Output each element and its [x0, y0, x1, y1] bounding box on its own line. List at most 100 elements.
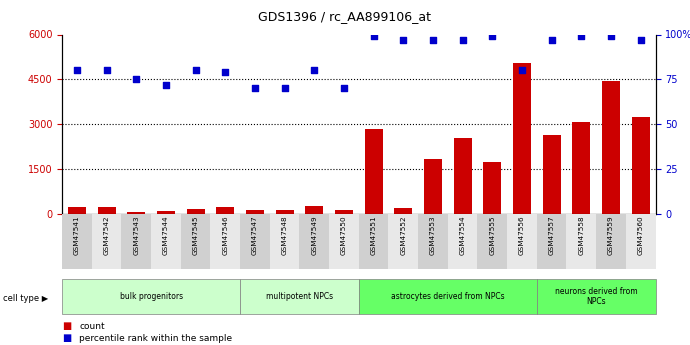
FancyBboxPatch shape [329, 214, 359, 269]
Text: GSM47557: GSM47557 [549, 216, 555, 255]
FancyBboxPatch shape [537, 279, 656, 314]
Bar [602, 81, 620, 214]
Text: GSM47549: GSM47549 [310, 216, 319, 258]
Text: astrocytes derived from NPCs: astrocytes derived from NPCs [391, 292, 504, 301]
Bar [543, 135, 560, 214]
FancyBboxPatch shape [62, 279, 240, 314]
FancyBboxPatch shape [240, 214, 270, 269]
Text: GSM47545: GSM47545 [191, 216, 200, 258]
Text: GSM47556: GSM47556 [519, 216, 525, 255]
FancyBboxPatch shape [596, 214, 626, 269]
Point [546, 37, 558, 43]
Text: GSM47556: GSM47556 [518, 216, 526, 258]
Text: GSM47553: GSM47553 [430, 216, 436, 255]
Bar [246, 210, 264, 214]
FancyBboxPatch shape [388, 214, 418, 269]
Text: GSM47547: GSM47547 [252, 216, 258, 255]
Bar [513, 63, 531, 214]
Point [428, 37, 439, 43]
Point [606, 33, 617, 39]
Text: GSM47548: GSM47548 [280, 216, 289, 258]
Point [397, 37, 408, 43]
Text: cell type ▶: cell type ▶ [3, 294, 49, 303]
FancyBboxPatch shape [62, 214, 92, 269]
Bar [424, 159, 442, 214]
Text: count: count [79, 322, 105, 331]
Text: GSM47558: GSM47558 [578, 216, 584, 255]
Bar [217, 207, 234, 214]
Text: GSM47544: GSM47544 [163, 216, 169, 255]
Point [220, 69, 231, 75]
Bar [484, 161, 501, 214]
FancyBboxPatch shape [477, 214, 507, 269]
Bar [187, 208, 204, 214]
FancyBboxPatch shape [626, 214, 656, 269]
Text: GSM47544: GSM47544 [161, 216, 170, 258]
Point [309, 68, 320, 73]
Bar [395, 208, 412, 214]
FancyBboxPatch shape [418, 214, 448, 269]
FancyBboxPatch shape [448, 214, 477, 269]
Point [101, 68, 112, 73]
Text: GSM47548: GSM47548 [282, 216, 288, 255]
Text: GSM47558: GSM47558 [577, 216, 586, 258]
Text: GSM47554: GSM47554 [460, 216, 466, 255]
Point [575, 33, 586, 39]
FancyBboxPatch shape [210, 214, 240, 269]
Bar [98, 207, 115, 214]
FancyBboxPatch shape [566, 214, 596, 269]
Text: GSM47547: GSM47547 [250, 216, 259, 258]
FancyBboxPatch shape [359, 279, 537, 314]
Bar [365, 129, 382, 214]
Bar [632, 117, 649, 214]
Text: bulk progenitors: bulk progenitors [119, 292, 183, 301]
Bar [454, 138, 471, 214]
Text: GSM47550: GSM47550 [339, 216, 348, 258]
Text: multipotent NPCs: multipotent NPCs [266, 292, 333, 301]
FancyBboxPatch shape [270, 214, 299, 269]
Point [279, 86, 290, 91]
Text: GSM47543: GSM47543 [133, 216, 139, 255]
Bar [573, 122, 590, 214]
FancyBboxPatch shape [359, 214, 388, 269]
FancyBboxPatch shape [299, 214, 329, 269]
Text: GSM47542: GSM47542 [104, 216, 110, 255]
FancyBboxPatch shape [240, 279, 359, 314]
Text: GSM47557: GSM47557 [547, 216, 556, 258]
Text: GSM47551: GSM47551 [369, 216, 378, 258]
Point [72, 68, 83, 73]
Bar [68, 207, 86, 214]
Text: GSM47543: GSM47543 [132, 216, 141, 258]
Text: GSM47542: GSM47542 [102, 216, 111, 258]
Text: GSM47555: GSM47555 [489, 216, 495, 255]
Text: GDS1396 / rc_AA899106_at: GDS1396 / rc_AA899106_at [259, 10, 431, 23]
Text: GSM47559: GSM47559 [608, 216, 614, 255]
Text: GSM47560: GSM47560 [636, 216, 645, 258]
Text: GSM47559: GSM47559 [607, 216, 615, 258]
FancyBboxPatch shape [507, 214, 537, 269]
Bar [306, 206, 323, 214]
FancyBboxPatch shape [537, 214, 566, 269]
Point [250, 86, 261, 91]
Bar [276, 210, 293, 214]
Point [131, 77, 142, 82]
Text: ■: ■ [62, 333, 71, 343]
Text: GSM47552: GSM47552 [400, 216, 406, 255]
Point [457, 37, 469, 43]
Point [368, 33, 380, 39]
FancyBboxPatch shape [92, 214, 121, 269]
FancyBboxPatch shape [121, 214, 151, 269]
Text: GSM47549: GSM47549 [311, 216, 317, 255]
Bar [157, 211, 175, 214]
Text: GSM47555: GSM47555 [488, 216, 497, 258]
Bar [335, 210, 353, 214]
Text: GSM47552: GSM47552 [399, 216, 408, 258]
Point [516, 68, 528, 73]
Point [339, 86, 350, 91]
Text: GSM47541: GSM47541 [72, 216, 81, 258]
Text: GSM47551: GSM47551 [371, 216, 377, 255]
FancyBboxPatch shape [181, 214, 210, 269]
Text: GSM47546: GSM47546 [222, 216, 228, 255]
Text: ■: ■ [62, 321, 71, 331]
Text: percentile rank within the sample: percentile rank within the sample [79, 334, 233, 343]
